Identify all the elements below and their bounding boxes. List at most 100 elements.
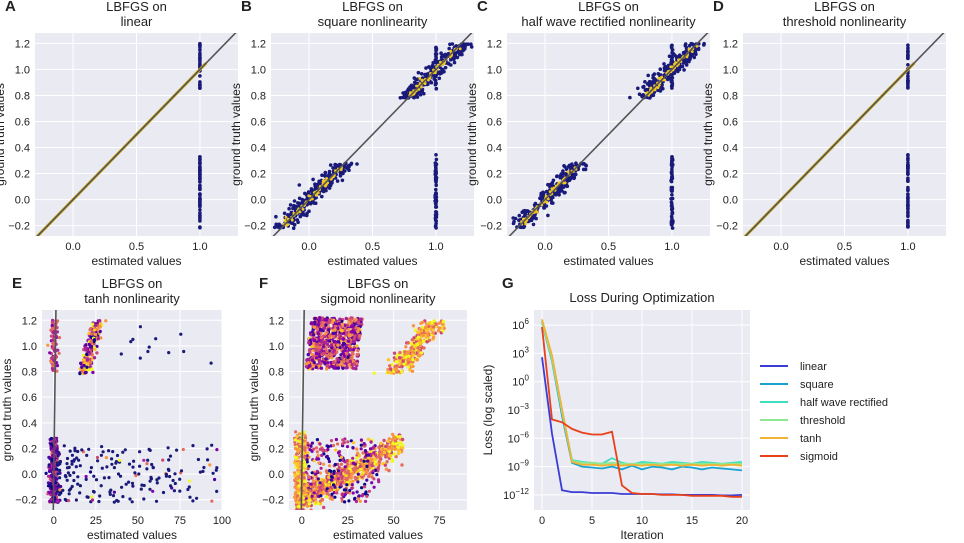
- data-point: [394, 442, 398, 446]
- data-point: [186, 487, 190, 492]
- data-point: [576, 167, 580, 172]
- panel-title: tanh nonlinearity: [84, 291, 180, 306]
- data-point: [370, 457, 374, 461]
- data-point: [312, 325, 317, 329]
- data-point: [443, 52, 448, 57]
- data-point: [368, 466, 372, 470]
- data-point: [306, 509, 308, 510]
- data-point: [322, 479, 326, 483]
- data-point: [339, 462, 344, 466]
- x-tick-label: 50: [132, 515, 144, 527]
- data-point: [100, 445, 104, 449]
- data-point: [92, 328, 97, 332]
- y-tick-label: 10−9: [508, 459, 530, 474]
- data-point: [55, 489, 60, 494]
- data-point: [658, 67, 663, 71]
- data-point: [338, 172, 343, 177]
- data-point: [302, 490, 306, 494]
- data-point: [336, 343, 340, 347]
- data-point: [415, 358, 419, 362]
- data-point: [352, 330, 357, 335]
- legend-label: tanh: [800, 433, 821, 445]
- data-point: [336, 462, 340, 467]
- data-point: [381, 447, 385, 452]
- data-point: [536, 210, 539, 214]
- data-point: [574, 172, 578, 177]
- data-point: [363, 467, 367, 472]
- data-point: [367, 457, 371, 461]
- data-point: [344, 316, 348, 321]
- data-point: [130, 500, 134, 504]
- data-point: [628, 95, 632, 100]
- data-point: [906, 46, 910, 50]
- data-point: [55, 458, 59, 462]
- data-point: [95, 455, 99, 460]
- data-point: [410, 338, 414, 342]
- data-point: [340, 178, 345, 183]
- data-point: [306, 441, 310, 445]
- data-point: [343, 165, 347, 169]
- data-point: [168, 474, 172, 479]
- data-point: [336, 339, 341, 344]
- y-tick-label: 0.8: [15, 90, 30, 102]
- data-point: [336, 469, 341, 473]
- data-point: [127, 462, 132, 466]
- data-point: [669, 214, 674, 219]
- data-point: [418, 92, 423, 97]
- data-point: [377, 455, 381, 459]
- data-point: [188, 495, 192, 499]
- data-point: [310, 471, 314, 475]
- data-point: [906, 163, 910, 168]
- data-point: [375, 462, 379, 467]
- data-point: [88, 327, 93, 332]
- data-point: [669, 200, 674, 205]
- data-point: [317, 364, 321, 368]
- data-point: [323, 340, 327, 345]
- x-tick-label: 100: [213, 515, 231, 527]
- data-point: [202, 465, 206, 470]
- data-point: [357, 454, 362, 458]
- data-point: [320, 323, 324, 327]
- data-point: [692, 55, 697, 60]
- data-point: [434, 226, 438, 230]
- data-point: [50, 323, 54, 328]
- data-point: [198, 60, 202, 64]
- data-point: [382, 450, 386, 455]
- data-point: [292, 199, 297, 203]
- data-point: [309, 482, 313, 486]
- y-tick-label: 0.8: [22, 367, 37, 379]
- y-axis-label: ground truth values: [0, 83, 7, 186]
- data-point: [169, 484, 173, 488]
- data-point: [434, 183, 439, 187]
- data-point: [340, 480, 344, 485]
- data-point: [309, 321, 314, 326]
- data-point: [663, 65, 667, 69]
- data-point: [294, 430, 298, 434]
- data-point: [87, 447, 91, 451]
- data-point: [660, 83, 664, 87]
- data-point: [397, 356, 402, 360]
- data-point: [545, 200, 549, 204]
- data-point: [906, 86, 910, 90]
- x-tick-label: 50: [387, 515, 399, 527]
- data-point: [563, 165, 567, 169]
- data-point: [315, 327, 319, 331]
- data-point: [694, 52, 698, 57]
- data-point: [75, 456, 79, 460]
- data-point: [296, 481, 300, 485]
- data-point: [90, 495, 94, 499]
- data-point: [343, 169, 347, 173]
- data-point: [191, 444, 195, 448]
- data-point: [342, 488, 346, 492]
- data-point: [355, 490, 359, 494]
- data-point: [147, 447, 151, 451]
- data-point: [341, 438, 345, 442]
- data-point: [550, 187, 554, 191]
- data-point: [334, 324, 338, 329]
- data-point: [363, 449, 367, 453]
- data-point: [350, 330, 354, 334]
- data-point: [440, 67, 444, 72]
- data-point: [377, 460, 381, 464]
- data-point: [404, 345, 408, 349]
